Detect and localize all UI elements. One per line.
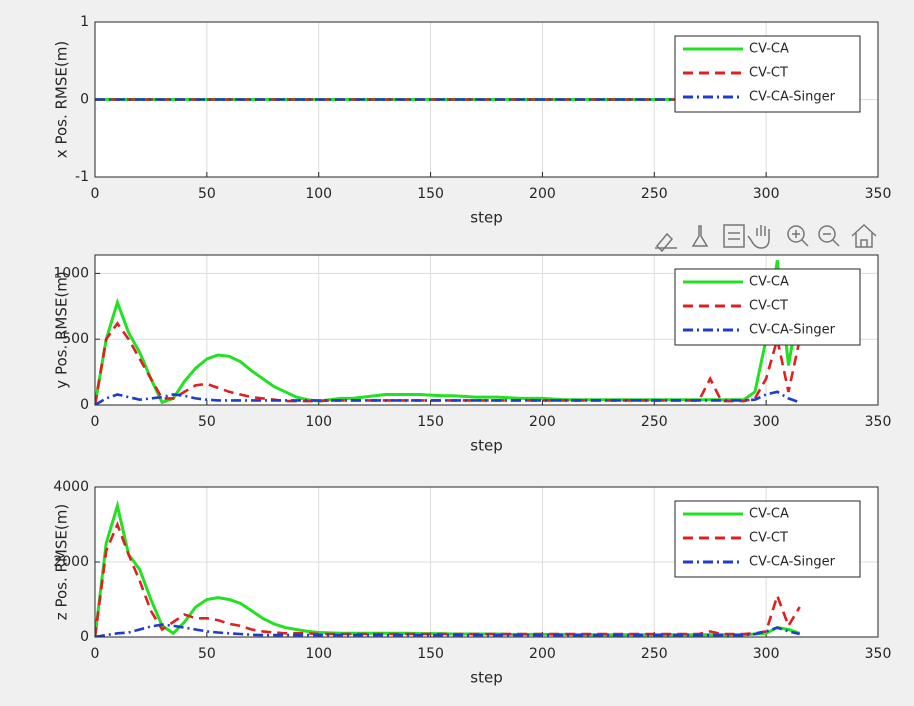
legend-label: CV-CT bbox=[749, 531, 788, 546]
x-tick-label: 50 bbox=[198, 186, 216, 202]
series-line bbox=[95, 390, 801, 405]
x-tick-label: 100 bbox=[305, 646, 332, 662]
legend-label: CV-CA bbox=[749, 275, 789, 290]
legend-label: CV-CA-Singer bbox=[749, 323, 836, 338]
y-tick-label: -1 bbox=[75, 169, 89, 185]
x-tick-label: 350 bbox=[865, 414, 892, 430]
subplot: 0 50 100 150 200 250 300 350 0 500 1000 step y Pos. … bbox=[53, 254, 892, 455]
x-tick-label: 250 bbox=[641, 646, 668, 662]
x-tick-label: 100 bbox=[305, 414, 332, 430]
legend-label: CV-CT bbox=[749, 299, 788, 314]
x-tick-label: 350 bbox=[865, 646, 892, 662]
y-tick-label: 1000 bbox=[53, 265, 89, 281]
x-tick-label: 150 bbox=[417, 186, 444, 202]
x-axis-label: step bbox=[470, 437, 502, 455]
x-tick-label: 200 bbox=[529, 414, 556, 430]
y-tick-label: 0 bbox=[80, 629, 89, 645]
home-icon[interactable] bbox=[851, 223, 877, 248]
x-tick-label: 150 bbox=[417, 646, 444, 662]
y-tick-label: 1 bbox=[80, 14, 89, 30]
y-tick-label: 500 bbox=[62, 331, 89, 347]
series-line bbox=[95, 623, 800, 637]
y-axis-label: x Pos. RMSE(m) bbox=[53, 41, 71, 158]
edit-icon[interactable] bbox=[655, 232, 677, 253]
legend-label: CV-CA bbox=[749, 42, 789, 57]
x-axis-label: step bbox=[470, 209, 502, 227]
x-tick-label: 100 bbox=[305, 186, 332, 202]
x-tick-label: 200 bbox=[529, 646, 556, 662]
y-tick-label: 2000 bbox=[53, 554, 89, 570]
x-tick-label: 350 bbox=[865, 186, 892, 202]
x-tick-label: 0 bbox=[91, 186, 100, 202]
axes-frame bbox=[94, 486, 879, 638]
x-tick-label: 50 bbox=[198, 414, 216, 430]
axes-frame bbox=[94, 254, 879, 406]
axes-frame bbox=[94, 21, 879, 178]
zoom-in-icon[interactable] bbox=[787, 225, 809, 247]
pan-icon[interactable] bbox=[747, 225, 770, 249]
y-tick-label: 0 bbox=[80, 92, 89, 108]
x-tick-label: 250 bbox=[641, 186, 668, 202]
subplot: 0 50 100 150 200 250 300 350 0 2000 4000 step z Pos.… bbox=[53, 479, 892, 687]
x-axis-label: step bbox=[470, 669, 502, 687]
brush-icon[interactable] bbox=[691, 225, 709, 247]
x-tick-label: 200 bbox=[529, 186, 556, 202]
x-tick-label: 250 bbox=[641, 414, 668, 430]
y-axis-label: y Pos. RMSE(m) bbox=[53, 271, 71, 388]
x-tick-label: 0 bbox=[91, 414, 100, 430]
x-tick-label: 50 bbox=[198, 646, 216, 662]
x-tick-label: 300 bbox=[753, 414, 780, 430]
legend: CV-CA CV-CT CV-CA-Singer bbox=[674, 268, 861, 346]
toolbar bbox=[655, 223, 877, 253]
y-tick-label: 0 bbox=[80, 397, 89, 413]
x-tick-label: 0 bbox=[91, 646, 100, 662]
legend-label: CV-CA-Singer bbox=[749, 555, 836, 570]
series-line bbox=[95, 321, 801, 405]
zoom-out-icon[interactable] bbox=[818, 225, 840, 247]
y-axis-label: z Pos. RMSE(m) bbox=[53, 504, 71, 620]
series-line bbox=[95, 260, 802, 405]
legend: CV-CA CV-CT CV-CA-Singer bbox=[674, 35, 861, 113]
y-tick-label: 4000 bbox=[53, 479, 89, 495]
legend-label: CV-CT bbox=[749, 66, 788, 81]
legend-label: CV-CA bbox=[749, 507, 789, 522]
legend: CV-CA CV-CT CV-CA-Singer bbox=[674, 500, 861, 578]
x-tick-label: 300 bbox=[753, 186, 780, 202]
legend-icon[interactable] bbox=[723, 224, 745, 248]
x-tick-label: 300 bbox=[753, 646, 780, 662]
x-tick-label: 150 bbox=[417, 414, 444, 430]
legend-label: CV-CA-Singer bbox=[749, 90, 836, 105]
